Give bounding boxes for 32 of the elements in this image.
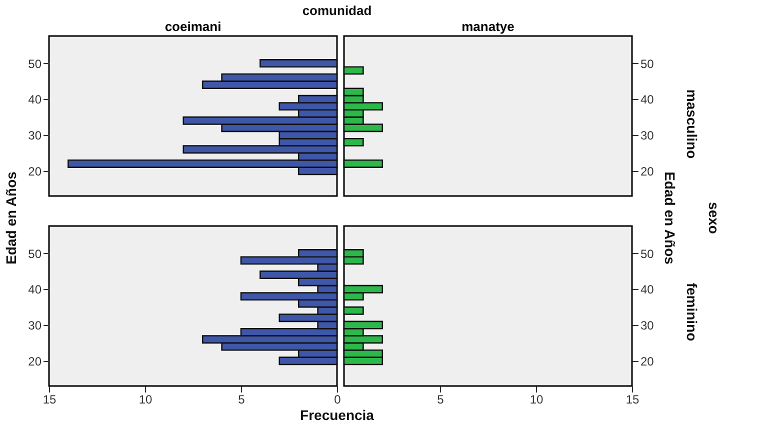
y-tick-label: 50 — [640, 246, 654, 261]
y-tick-label: 50 — [640, 56, 654, 71]
x-tick-label: 15 — [42, 392, 56, 406]
y-axis-title: Edad en Años — [662, 172, 678, 265]
y-tick-label: 50 — [28, 246, 42, 261]
text: feminino — [684, 282, 700, 342]
x-tick-label: 5 — [437, 392, 444, 406]
x-axis-title: Frecuencia — [300, 407, 374, 423]
y-tick-label: 20 — [640, 354, 654, 368]
chart-title: manatye — [462, 19, 514, 34]
x-tick-label: 5 — [238, 392, 246, 406]
y-tick-label: 40 — [640, 282, 654, 297]
x-tick-label: 15 — [626, 392, 640, 406]
chart-title: coeimani — [164, 19, 222, 34]
y-tick-label: 30 — [640, 318, 654, 333]
y-tick-label: 40 — [28, 282, 42, 297]
y-tick-label: 40 — [640, 92, 654, 107]
y-tick-label: 20 — [640, 164, 654, 178]
y-tick-label: 50 — [28, 56, 42, 71]
x-tick-label: 10 — [530, 392, 544, 406]
y-tick-label: 30 — [640, 128, 654, 143]
y-axis-title: Edad en Años — [3, 171, 19, 264]
x-tick-label: 0 — [334, 392, 342, 406]
text: comunidad — [302, 3, 372, 18]
y-tick-label: 20 — [28, 164, 42, 178]
y-tick-label: 40 — [28, 92, 42, 107]
x-tick-label: 10 — [138, 392, 152, 406]
y-tick-label: 20 — [28, 354, 42, 368]
y-tick-label: 30 — [28, 318, 42, 333]
text: masculino — [684, 89, 700, 159]
text: sexo — [706, 202, 722, 234]
y-tick-label: 30 — [28, 128, 42, 143]
